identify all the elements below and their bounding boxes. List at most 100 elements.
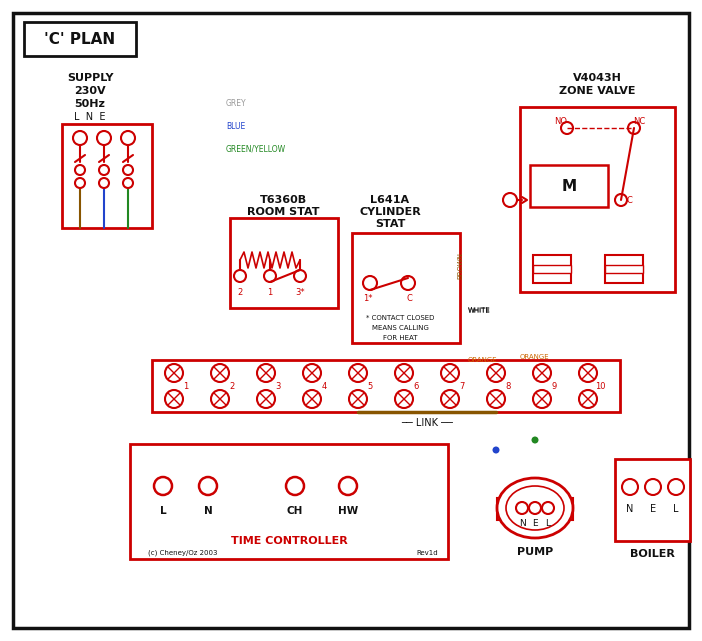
Text: 1: 1 xyxy=(267,288,272,297)
Circle shape xyxy=(516,502,528,514)
Text: SUPPLY: SUPPLY xyxy=(67,73,113,83)
Circle shape xyxy=(628,122,640,134)
Text: N: N xyxy=(626,504,634,514)
Circle shape xyxy=(165,364,183,382)
Circle shape xyxy=(503,193,517,207)
Text: TIME CONTROLLER: TIME CONTROLLER xyxy=(231,536,347,546)
Circle shape xyxy=(294,270,306,282)
Bar xyxy=(62,124,152,228)
Text: FOR HEAT: FOR HEAT xyxy=(383,335,417,341)
Text: 7: 7 xyxy=(459,381,465,390)
Text: N: N xyxy=(204,506,213,516)
Text: 10: 10 xyxy=(595,381,605,390)
Bar xyxy=(615,459,690,541)
Bar xyxy=(563,498,573,520)
Circle shape xyxy=(533,390,551,408)
Circle shape xyxy=(339,477,357,495)
Text: 6: 6 xyxy=(413,381,418,390)
Bar xyxy=(230,218,338,308)
Bar xyxy=(352,233,460,343)
Circle shape xyxy=(97,131,111,145)
Circle shape xyxy=(441,390,459,408)
Text: WHITE: WHITE xyxy=(468,308,491,314)
Text: C: C xyxy=(406,294,412,303)
Circle shape xyxy=(645,479,661,495)
Text: NO: NO xyxy=(555,117,567,126)
Bar xyxy=(533,255,571,283)
Circle shape xyxy=(395,364,413,382)
Circle shape xyxy=(257,364,275,382)
Text: ROOM STAT: ROOM STAT xyxy=(246,207,319,217)
Text: 8: 8 xyxy=(505,381,510,390)
Circle shape xyxy=(363,276,377,290)
Text: E: E xyxy=(532,519,538,528)
Circle shape xyxy=(579,364,597,382)
Text: GREY: GREY xyxy=(226,99,246,108)
Text: BOILER: BOILER xyxy=(630,549,675,559)
Text: 'C' PLAN: 'C' PLAN xyxy=(44,31,116,47)
Text: 1: 1 xyxy=(183,381,189,390)
Bar xyxy=(520,107,675,292)
Circle shape xyxy=(154,477,172,495)
Text: 3*: 3* xyxy=(295,288,305,297)
Text: N: N xyxy=(519,519,525,528)
Text: 3: 3 xyxy=(275,381,281,390)
Text: BROWN: BROWN xyxy=(457,251,463,278)
Circle shape xyxy=(401,276,415,290)
Text: L  N  E: L N E xyxy=(74,112,106,122)
Bar xyxy=(533,265,571,273)
Text: M: M xyxy=(562,178,576,194)
Text: 230V: 230V xyxy=(74,86,106,96)
Text: E: E xyxy=(650,504,656,514)
Text: Rev1d: Rev1d xyxy=(416,550,438,556)
Text: BLUE: BLUE xyxy=(226,122,245,131)
Circle shape xyxy=(211,390,229,408)
Text: CH: CH xyxy=(287,506,303,516)
Circle shape xyxy=(531,437,538,444)
Circle shape xyxy=(123,165,133,175)
Text: CYLINDER: CYLINDER xyxy=(359,207,421,217)
Text: NC: NC xyxy=(633,117,645,126)
Circle shape xyxy=(75,165,85,175)
Circle shape xyxy=(99,178,109,188)
Text: MEANS CALLING: MEANS CALLING xyxy=(371,325,428,331)
Circle shape xyxy=(668,479,684,495)
Text: L: L xyxy=(545,519,550,528)
Text: C: C xyxy=(626,196,632,204)
Text: * CONTACT CLOSED: * CONTACT CLOSED xyxy=(366,315,435,321)
Text: ── LINK ──: ── LINK ── xyxy=(401,418,453,428)
Circle shape xyxy=(542,502,554,514)
Text: L: L xyxy=(159,506,166,516)
Circle shape xyxy=(493,447,500,453)
Bar xyxy=(530,165,608,207)
Circle shape xyxy=(73,131,87,145)
Text: WHITE: WHITE xyxy=(468,307,491,313)
Circle shape xyxy=(441,364,459,382)
Circle shape xyxy=(99,165,109,175)
Text: V4043H: V4043H xyxy=(573,73,621,83)
Circle shape xyxy=(211,364,229,382)
Text: L: L xyxy=(673,504,679,514)
Text: ORANGE: ORANGE xyxy=(520,354,550,360)
Circle shape xyxy=(123,178,133,188)
Circle shape xyxy=(395,390,413,408)
Bar xyxy=(497,498,507,520)
Ellipse shape xyxy=(506,486,564,530)
Circle shape xyxy=(303,364,321,382)
Circle shape xyxy=(286,477,304,495)
Text: 50Hz: 50Hz xyxy=(74,99,105,109)
Text: (c) Cheney/Oz 2003: (c) Cheney/Oz 2003 xyxy=(148,550,218,556)
Circle shape xyxy=(165,390,183,408)
Circle shape xyxy=(622,479,638,495)
Circle shape xyxy=(199,477,217,495)
Circle shape xyxy=(264,270,276,282)
Bar xyxy=(24,22,136,56)
Circle shape xyxy=(487,364,505,382)
Text: 9: 9 xyxy=(551,381,557,390)
Circle shape xyxy=(349,364,367,382)
Circle shape xyxy=(529,502,541,514)
Text: L641A: L641A xyxy=(371,195,409,205)
Text: ORANGE: ORANGE xyxy=(468,357,498,363)
Circle shape xyxy=(257,390,275,408)
Circle shape xyxy=(349,390,367,408)
